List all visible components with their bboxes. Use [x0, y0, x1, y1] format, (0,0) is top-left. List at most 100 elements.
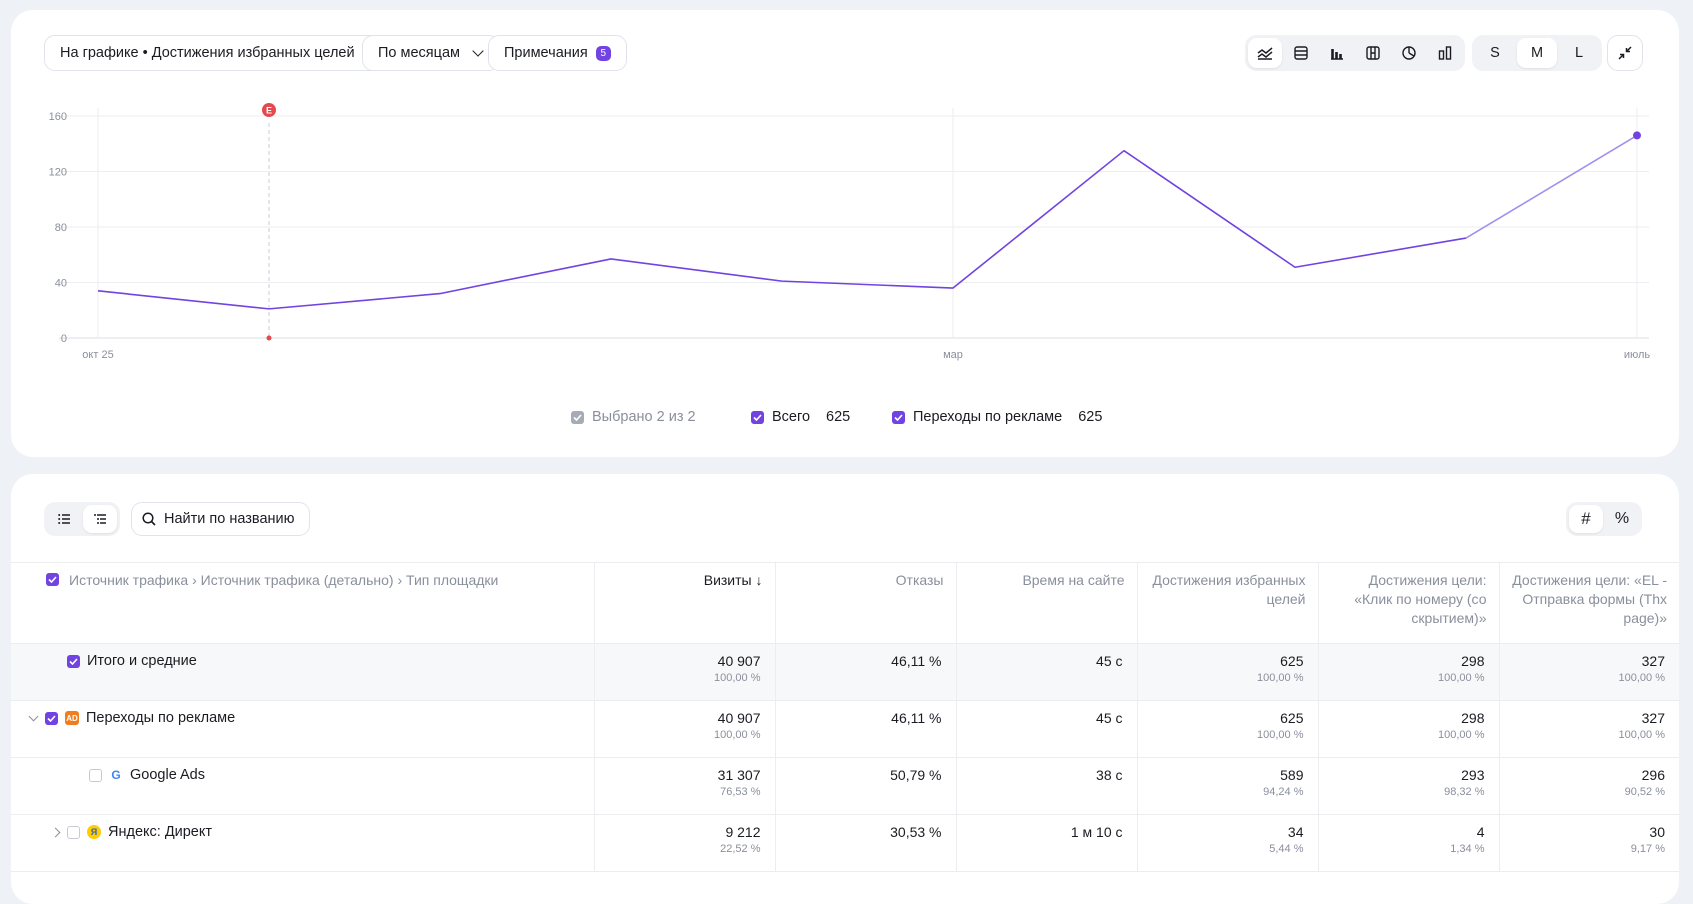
- row-checkbox[interactable]: [67, 826, 80, 839]
- row-name: Переходы по рекламе: [86, 710, 235, 726]
- metric-value: 293: [1333, 767, 1485, 784]
- metric-share: 9,17 %: [1514, 843, 1666, 855]
- pie-chart-icon[interactable]: [1392, 38, 1426, 68]
- size-l-button[interactable]: L: [1559, 38, 1599, 68]
- column-header-visits[interactable]: Визиты ↓: [594, 563, 775, 644]
- metric-cell: 46,11 %: [775, 644, 956, 701]
- metric-share: 5,44 %: [1152, 843, 1304, 855]
- column-header-bounces[interactable]: Отказы: [775, 563, 956, 644]
- metric-share: 22,52 %: [609, 843, 761, 855]
- column-header-goal-click[interactable]: Достижения цели: «Клик по номеру (со скр…: [1318, 563, 1499, 644]
- metric-value: 296: [1514, 767, 1666, 784]
- report-table: Источник трафика › Источник трафика (дет…: [11, 562, 1679, 872]
- metric-value: 34: [1152, 824, 1304, 841]
- size-s-button[interactable]: S: [1475, 38, 1515, 68]
- metric-value: 327: [1514, 653, 1666, 670]
- checkbox-icon[interactable]: [46, 573, 59, 586]
- metric-cell: 30,53 %: [775, 815, 956, 872]
- value-mode-switcher: # %: [1566, 502, 1642, 536]
- google-ads-row[interactable]: G Google Ads 31 307 76,53 % 50,79 % 38 с…: [11, 758, 1679, 815]
- list-view-icon[interactable]: [47, 505, 81, 533]
- chevron-down-icon: [28, 711, 38, 721]
- total-row[interactable]: Итого и средние 40 907 100,00 % 46,11 % …: [11, 644, 1679, 701]
- legend-selected-label: Выбрано 2 из 2: [592, 409, 696, 425]
- column-chart-icon[interactable]: [1428, 38, 1462, 68]
- metric-value: 38 с: [971, 767, 1123, 784]
- metric-share: 76,53 %: [609, 786, 761, 798]
- table-card: Найти по названию # % Источник трафика ›…: [11, 474, 1679, 904]
- metric-cell: 327 100,00 %: [1499, 701, 1679, 758]
- column-header-favorite-goals[interactable]: Достижения избранных целей: [1137, 563, 1318, 644]
- ads-row[interactable]: AD Переходы по рекламе 40 907 100,00 % 4…: [11, 701, 1679, 758]
- notes-button[interactable]: Примечания 5: [488, 35, 627, 71]
- metric-value: 298: [1333, 710, 1485, 727]
- metric-value: 46,11 %: [790, 710, 942, 727]
- metric-cell: 1 м 10 с: [956, 815, 1137, 872]
- checkbox-icon: [751, 411, 764, 424]
- metric-value: 1 м 10 с: [971, 824, 1123, 841]
- bar-chart-icon[interactable]: [1320, 38, 1354, 68]
- percent-values-button[interactable]: %: [1605, 505, 1639, 533]
- y-tick-label: 160: [49, 111, 67, 123]
- column-header-time[interactable]: Время на сайте: [956, 563, 1137, 644]
- annotation-label: E: [266, 106, 272, 116]
- series-line-incomplete: [1466, 135, 1637, 238]
- checkbox-icon: [571, 411, 584, 424]
- legend-item-total[interactable]: Всего 625: [751, 409, 850, 425]
- period-select[interactable]: По месяцам: [362, 35, 500, 71]
- google-icon: G: [109, 768, 123, 782]
- metric-cell: 296 90,52 %: [1499, 758, 1679, 815]
- row-name-cell: Я Яндекс: Директ: [11, 815, 594, 872]
- column-header-goal-form[interactable]: Достижения цели: «EL - Отправка формы (T…: [1499, 563, 1679, 644]
- area-chart-icon[interactable]: [1248, 38, 1282, 68]
- metric-select[interactable]: На графике • Достижения избранных целей: [44, 35, 395, 71]
- expand-toggle[interactable]: [28, 713, 38, 723]
- row-name: Итого и средние: [87, 653, 197, 669]
- metric-cell: 50,79 %: [775, 758, 956, 815]
- legend-value: 625: [1078, 409, 1102, 425]
- metric-cell: 31 307 76,53 %: [594, 758, 775, 815]
- row-name: Google Ads: [130, 767, 205, 783]
- notes-count-badge: 5: [596, 46, 611, 61]
- expand-toggle[interactable]: [50, 827, 60, 837]
- legend-item-ads[interactable]: Переходы по рекламе 625: [892, 409, 1102, 425]
- metric-cell: 625 100,00 %: [1137, 701, 1318, 758]
- metric-value: 30,53 %: [790, 824, 942, 841]
- metric-share: 100,00 %: [1333, 672, 1485, 684]
- legend-value: 625: [826, 409, 850, 425]
- dimension-header[interactable]: Источник трафика › Источник трафика (дет…: [11, 563, 594, 644]
- chevron-right-icon: [50, 827, 60, 837]
- y-tick-label: 40: [55, 278, 67, 290]
- tree-view-icon[interactable]: [83, 505, 117, 533]
- size-m-button[interactable]: M: [1517, 38, 1557, 68]
- absolute-values-button[interactable]: #: [1569, 505, 1603, 533]
- row-checkbox[interactable]: [67, 655, 80, 668]
- metric-share: 98,32 %: [1333, 786, 1485, 798]
- metric-cell: 589 94,24 %: [1137, 758, 1318, 815]
- metric-value: 625: [1152, 710, 1304, 727]
- metric-value: 589: [1152, 767, 1304, 784]
- metric-cell: 40 907 100,00 %: [594, 701, 775, 758]
- row-checkbox[interactable]: [89, 769, 102, 782]
- metric-value: 298: [1333, 653, 1485, 670]
- legend-selected[interactable]: Выбрано 2 из 2: [571, 409, 696, 425]
- y-tick-label: 0: [61, 333, 67, 345]
- metric-value: 30: [1514, 824, 1666, 841]
- search-input[interactable]: Найти по названию: [131, 502, 310, 536]
- metric-cell: 4 1,34 %: [1318, 815, 1499, 872]
- metric-cell: 38 с: [956, 758, 1137, 815]
- metric-share: 100,00 %: [1152, 729, 1304, 741]
- stacked-chart-icon[interactable]: [1284, 38, 1318, 68]
- chart-card: На графике • Достижения избранных целей …: [11, 10, 1679, 457]
- metric-share: 1,34 %: [1333, 843, 1485, 855]
- metric-cell: 30 9,17 %: [1499, 815, 1679, 872]
- legend-label: Переходы по рекламе: [913, 409, 1062, 425]
- metric-share: 100,00 %: [1152, 672, 1304, 684]
- yandex-direct-row[interactable]: Я Яндекс: Директ 9 212 22,52 % 30,53 % 1…: [11, 815, 1679, 872]
- metric-cell: 45 с: [956, 701, 1137, 758]
- grid-chart-icon[interactable]: [1356, 38, 1390, 68]
- row-checkbox[interactable]: [45, 712, 58, 725]
- collapse-button[interactable]: [1607, 35, 1643, 71]
- search-placeholder: Найти по названию: [164, 511, 295, 527]
